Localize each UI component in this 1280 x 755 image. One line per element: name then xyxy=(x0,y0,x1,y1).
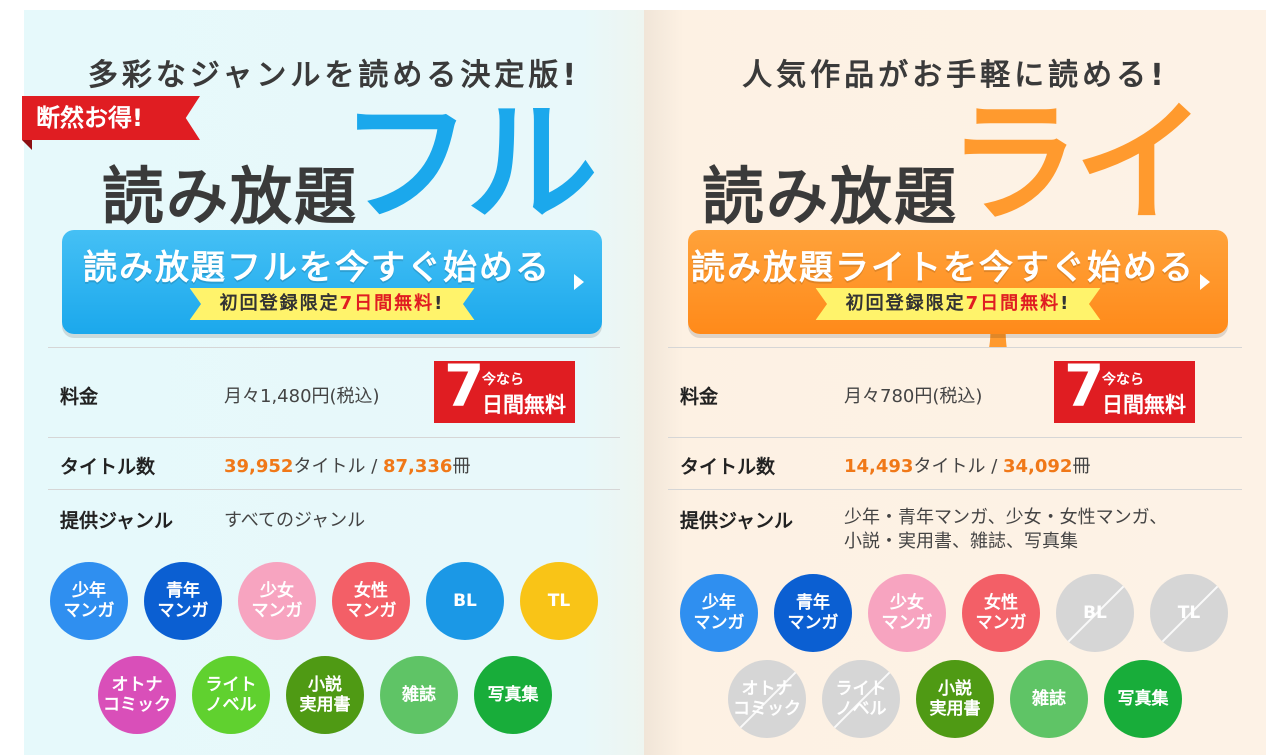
genre-circle: 少女 マンガ xyxy=(868,574,946,652)
genre-circle: BL xyxy=(1056,574,1134,652)
free-trial-badge: 7 今なら 日間無料 xyxy=(1054,357,1195,423)
badge-fold xyxy=(22,140,32,150)
genre-circle: 雑誌 xyxy=(380,656,458,734)
full-start-button[interactable]: 読み放題フルを今すぐ始める 初回登録限定7日間無料! xyxy=(62,230,602,334)
lite-title-main: 読み放題 xyxy=(702,160,959,233)
price-label: 料金 xyxy=(680,386,719,408)
genre-circle: TL xyxy=(1150,574,1228,652)
price-value: 月々1,480円(税込) xyxy=(224,386,380,407)
genre-circle: 青年 マンガ xyxy=(144,562,222,640)
genre-circle: オトナ コミック xyxy=(98,656,176,734)
price-label: 料金 xyxy=(60,386,99,408)
titles-label: タイトル数 xyxy=(680,456,776,478)
full-cta-sub: 初回登録限定7日間無料! xyxy=(189,288,475,320)
lite-tagline: 人気作品がお手軽に読める! xyxy=(742,58,1168,93)
genres-value: 少年・青年マンガ、少女・女性マンガ、 小説・実用書、雑誌、写真集 xyxy=(844,507,1168,552)
triangle-right-icon xyxy=(574,274,584,290)
genre-circle: 青年 マンガ xyxy=(774,574,852,652)
plan-lite-panel: 人気作品がお手軽に読める! 読み放題 ライト 読み放題ライトを今すぐ始める 初回… xyxy=(644,10,1266,755)
genres-label: 提供ジャンル xyxy=(680,510,794,532)
full-tagline: 多彩なジャンルを読める決定版! xyxy=(87,58,581,93)
genre-circle: TL xyxy=(520,562,598,640)
genre-circle: 小説 実用書 xyxy=(286,656,364,734)
titles-label: タイトル数 xyxy=(60,456,156,478)
price-value: 月々780円(税込) xyxy=(844,386,983,407)
genre-circle: 女性 マンガ xyxy=(962,574,1040,652)
genre-circle: 小説 実用書 xyxy=(916,660,994,738)
full-badge: 断然お得! xyxy=(22,96,200,140)
lite-genres-row: 提供ジャンル 少年・青年マンガ、少女・女性マンガ、 小説・実用書、雑誌、写真集 xyxy=(668,489,1242,559)
free-days-text: 7日間無料 xyxy=(965,293,1061,314)
genre-circle: ライト ノベル xyxy=(822,660,900,738)
genre-circle: 少年 マンガ xyxy=(680,574,758,652)
genres-value: すべてのジャンル xyxy=(224,510,366,531)
full-title-accent: フル xyxy=(340,87,598,241)
plan-full-panel: 多彩なジャンルを読める決定版! 断然お得! 読み放題 フル 読み放題フルを今すぐ… xyxy=(22,10,644,755)
full-cta-label: 読み放題フルを今すぐ始める xyxy=(83,248,551,288)
genre-circle: 雑誌 xyxy=(1010,660,1088,738)
genre-circle: 少女 マンガ xyxy=(238,562,316,640)
full-title-main: 読み放題 xyxy=(102,160,359,233)
genre-circle: ライト ノベル xyxy=(192,656,270,734)
full-price-row: 料金 月々1,480円(税込) 7 今なら 日間無料 xyxy=(48,347,620,437)
lite-price-row: 料金 月々780円(税込) 7 今なら 日間無料 xyxy=(668,347,1242,437)
titles-value: 14,493タイトル / 34,092冊 xyxy=(844,456,1091,477)
genre-circle: 少年 マンガ xyxy=(50,562,128,640)
genre-circle: 女性 マンガ xyxy=(332,562,410,640)
genre-circle: 写真集 xyxy=(1104,660,1182,738)
lite-cta-label: 読み放題ライトを今すぐ始める xyxy=(691,248,1195,288)
lite-cta-sub: 初回登録限定7日間無料! xyxy=(815,288,1101,320)
genre-circle: BL xyxy=(426,562,504,640)
full-titles-row: タイトル数 39,952タイトル / 87,336冊 xyxy=(48,437,620,489)
lite-start-button[interactable]: 読み放題ライトを今すぐ始める 初回登録限定7日間無料! xyxy=(688,230,1228,334)
genre-circle: 写真集 xyxy=(474,656,552,734)
free-trial-badge: 7 今なら 日間無料 xyxy=(434,357,575,423)
lite-titles-row: タイトル数 14,493タイトル / 34,092冊 xyxy=(668,437,1242,489)
full-genres-row: 提供ジャンル すべてのジャンル xyxy=(48,489,620,549)
free-days-text: 7日間無料 xyxy=(339,293,435,314)
titles-value: 39,952タイトル / 87,336冊 xyxy=(224,456,471,477)
triangle-right-icon xyxy=(1200,274,1210,290)
genres-label: 提供ジャンル xyxy=(60,510,174,532)
genre-circle: オトナ コミック xyxy=(728,660,806,738)
